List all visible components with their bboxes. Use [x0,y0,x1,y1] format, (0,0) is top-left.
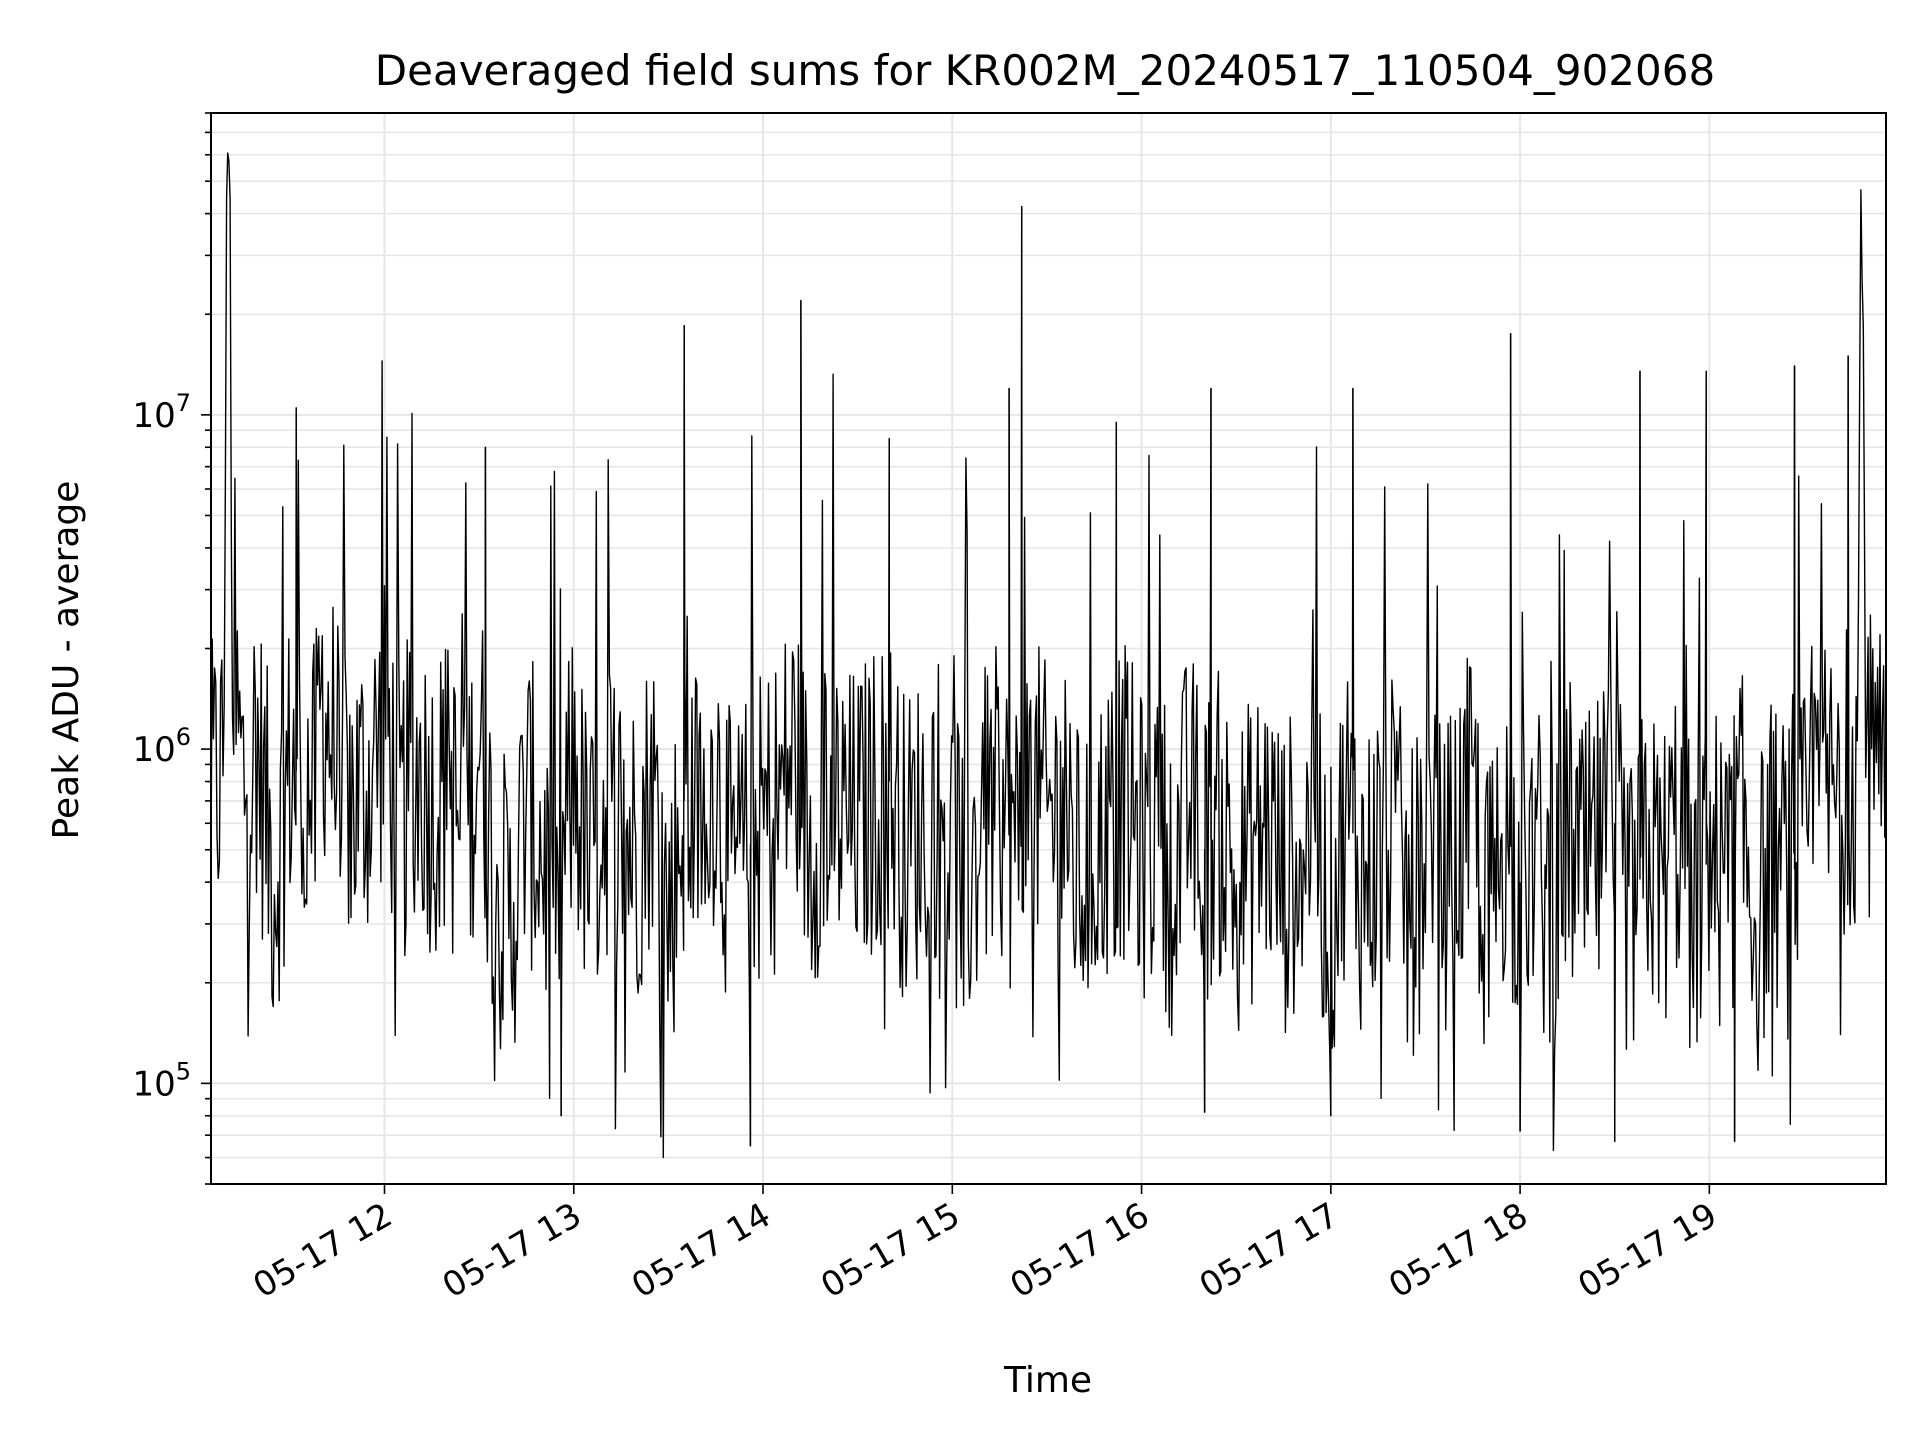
data-line-layer [210,152,1887,1159]
x-axis-title: Time [1003,1360,1092,1401]
data-series-line [210,152,1887,1159]
chart-title: Deaveraged field sums for KR002M_2024051… [375,46,1715,95]
y-tick-label: 105 [132,1057,191,1104]
y-axis: 105 106 107 [132,112,211,1185]
y-axis-title: Peak ADU - average [46,481,87,840]
y-tick-label: 107 [132,389,191,436]
y-tick-label: 106 [132,723,191,770]
